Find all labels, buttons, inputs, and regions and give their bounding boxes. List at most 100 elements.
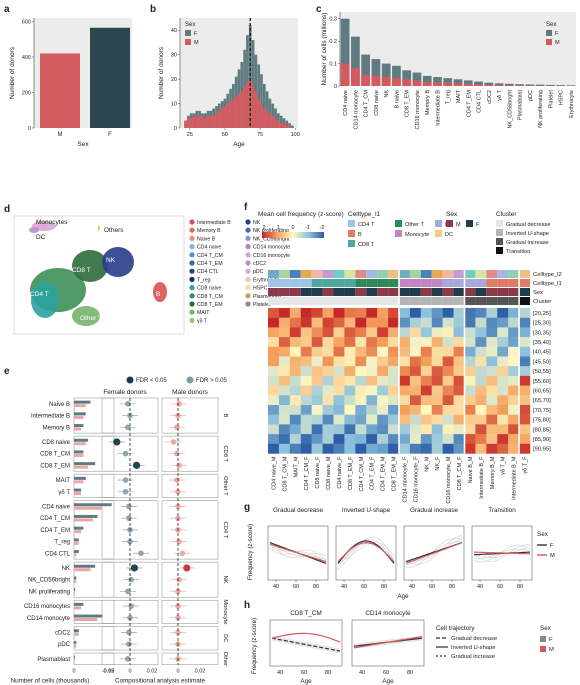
panel-f-annot-cluster — [508, 297, 520, 305]
panel-c-xtick-label: CD4 T_CM — [364, 90, 370, 118]
panel-f-heat-cell — [399, 375, 411, 386]
panel-f-annot-sex — [268, 288, 279, 296]
panel-f-heat-cell — [399, 317, 411, 328]
panel-f-annot-l2 — [311, 270, 323, 278]
panel-e-group-box-cells — [73, 397, 115, 434]
panel-e-point-f — [128, 603, 134, 609]
umap-legend-dot — [245, 219, 251, 225]
panel-f-heat-cell — [420, 443, 432, 454]
panel-f-heat-cell — [268, 405, 280, 415]
panel-b-bar-f — [262, 84, 266, 128]
panel-e-row-label: CD8 T_CM — [40, 452, 70, 458]
panel-c-bar-m — [515, 85, 524, 86]
panel-f-age-label: [50,55] — [533, 369, 551, 375]
panel-f-heat-cell — [268, 414, 280, 425]
panel-e-cells-bar-f — [74, 526, 84, 530]
umap-legend-dot — [245, 252, 251, 258]
umap-legend-label: CD4 CTL — [197, 269, 219, 275]
panel-f-scale-title: Mean cell frequency (z-score) — [258, 211, 344, 218]
panel-f-heat-cell — [399, 337, 411, 347]
panel-g-line-m — [473, 551, 531, 555]
umap-legend-label: pDC — [253, 269, 264, 275]
panel-e-group-label: CD4 T — [222, 522, 228, 539]
panel-e-group-box-cells — [73, 599, 115, 624]
panel-f-heat-cell — [355, 346, 367, 357]
panel-e-f-tick: 0 — [128, 669, 131, 675]
panel-f-annot-cluster — [355, 297, 367, 305]
panel-g-bg-trace — [337, 536, 395, 570]
panel-e-point-f — [122, 488, 129, 495]
panel-f-row-annot-label: Celltype_l2 — [533, 272, 562, 278]
umap-legend-dot — [245, 244, 251, 250]
panel-e-letter: e — [4, 366, 10, 377]
umap-legend-dot — [245, 293, 251, 299]
panel-f-heat-cell — [289, 414, 301, 425]
panel-f-heat-cell — [497, 424, 509, 435]
panel-f-heat-cell — [388, 385, 400, 396]
panel-f-heat-cell — [453, 327, 465, 338]
panel-b-bar-m — [212, 115, 216, 128]
panel-e-cells-bar-f — [74, 550, 79, 554]
panel-f-heat-cell — [311, 414, 323, 425]
panel-f-annot-cluster — [268, 297, 279, 305]
panel-f-heat-cell — [333, 385, 345, 396]
panel-f-annot-l2 — [322, 270, 334, 278]
panel-h-ylabel: Frequency (z-score) — [251, 618, 258, 674]
panel-f-heat-cell — [289, 317, 301, 328]
panel-f-annot-l1 — [278, 279, 290, 287]
panel-f-heat-cell — [420, 346, 432, 357]
panel-e-fdr-sig-label: FDR < 0.05 — [136, 378, 168, 384]
panel-c-ytick-label: 0.3 — [329, 17, 337, 23]
panel-f-heat-cell — [442, 424, 454, 435]
panel-f-heat-cell — [453, 375, 465, 386]
panel-g-bg-trace — [337, 542, 395, 564]
panel-f-heat-cell — [388, 327, 400, 338]
panel-f-heat-cell — [300, 385, 312, 396]
panel-f-heat-cell — [300, 366, 312, 377]
panel-f-annot-l1 — [431, 279, 443, 287]
panel-f-heat-cell — [344, 317, 356, 328]
panel-f-annot-l1 — [399, 279, 410, 287]
panel-f-heat-cell — [486, 327, 498, 338]
panel-f-heat-cell — [519, 385, 531, 396]
panel-f-heat-cell — [355, 434, 367, 444]
panel-e-row-label: pDC — [58, 642, 71, 648]
panel-f-heat-cell — [464, 443, 476, 454]
panel-f-heat-cell — [388, 405, 400, 415]
panel-f-cluster-label: Gradual decrease — [506, 222, 550, 228]
panel-b-xlabel: Age — [233, 141, 245, 148]
panel-c-bar-f — [402, 70, 412, 86]
panel-b-bar-m — [201, 115, 204, 128]
panel-f-col-label: MAIT_M — [293, 456, 299, 477]
panel-f-heat-cell — [399, 405, 411, 415]
umap-cluster-label: Other T — [80, 315, 102, 322]
panel-g-title: Inverted U-shape — [342, 507, 391, 514]
panel-b-bar-m — [184, 120, 187, 128]
panel-e-group-box-m — [161, 473, 219, 498]
panel-h-legend-label: M — [549, 647, 554, 653]
panel-f-heat-cell — [399, 308, 411, 318]
panel-h-line-m — [271, 632, 341, 643]
panel-f-age-label: [25,30] — [533, 321, 551, 327]
panel-f-annot-l2 — [453, 270, 465, 278]
panel-f-heat-cell — [409, 385, 422, 396]
panel-f-sex-swatch-f — [466, 220, 473, 227]
panel-e-point-m — [175, 588, 181, 595]
panel-f-heat-cell — [409, 395, 422, 406]
panel-f-annot-l2 — [268, 270, 279, 278]
panel-f-heat-cell — [409, 434, 422, 444]
panel-f-annot-l2 — [508, 270, 520, 278]
panel-b-xtick-label: 100 — [291, 132, 300, 138]
panel-f-heat-cell — [268, 356, 280, 367]
panel-b-legend-swatch — [185, 30, 191, 36]
umap-legend-dot — [189, 276, 195, 282]
panel-b-bar-m — [223, 106, 227, 128]
panel-e-cells-bar-f — [74, 640, 77, 644]
panel-f-heat-cell — [409, 405, 422, 415]
panel-g-xtick-label: 80 — [449, 584, 455, 590]
panel-c-bar-f — [494, 83, 504, 86]
panel-e-cells-bar-m — [74, 606, 82, 610]
panel-f-heat-cell — [519, 308, 531, 318]
panel-f-heat-cell — [289, 424, 301, 435]
panel-e-row-label: CD16 monocytes — [24, 604, 70, 610]
